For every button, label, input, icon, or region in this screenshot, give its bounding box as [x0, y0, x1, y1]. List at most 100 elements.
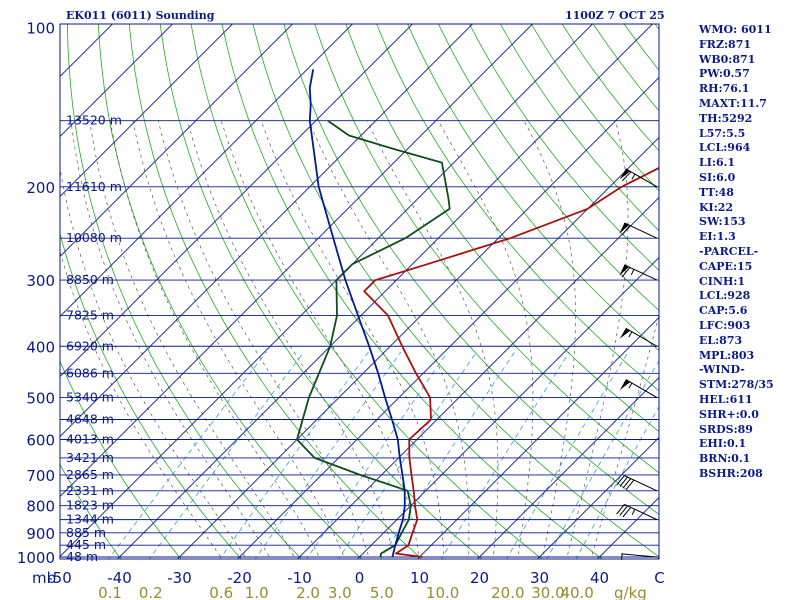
isotherm — [176, 76, 659, 559]
index-item: SW:153 — [699, 215, 746, 229]
index-item: LI:6.1 — [699, 156, 736, 170]
isotherm — [416, 316, 659, 559]
isotherm — [356, 256, 659, 559]
index-item: STM:278/35 — [699, 378, 774, 392]
sounding-series — [296, 69, 659, 558]
mixing-ratio-line — [546, 359, 659, 559]
temperature-tick-label: 0 — [355, 569, 365, 587]
pressure-tick-label: 900 — [26, 525, 55, 543]
barb-half-flag — [628, 382, 633, 389]
index-item: BRN:0.1 — [699, 452, 751, 466]
mixing-ratio-line — [380, 351, 515, 559]
pressure-unit-label: mb — [32, 569, 56, 587]
index-item: CAPE:15 — [699, 259, 753, 273]
height-label: 1823 m — [66, 498, 114, 513]
barb-staff — [624, 222, 658, 239]
index-item: EHI:0.1 — [699, 437, 747, 451]
pressure-tick-label: 600 — [26, 432, 55, 450]
index-item: LFC:903 — [699, 318, 751, 332]
mixing-ratio-line — [219, 351, 369, 559]
barb-pennant — [619, 379, 631, 390]
height-label: 885 m — [66, 525, 106, 540]
index-item: -PARCEL- — [699, 244, 759, 258]
barb-flag — [622, 507, 632, 518]
mixing-ratio-label: 0.2 — [139, 584, 163, 600]
pressure-tick-label: 1000 — [17, 549, 55, 567]
index-item: -WIND- — [699, 363, 745, 377]
temperature-tick-label: 40 — [590, 569, 609, 587]
isotherm — [476, 376, 659, 559]
temperature-tick-label: C — [654, 569, 664, 587]
index-item: LCL:964 — [699, 141, 751, 155]
mixing-ratio-line — [441, 351, 570, 559]
barb-flag — [619, 476, 628, 488]
index-item: WB0:871 — [699, 52, 756, 66]
barb-flag — [619, 505, 628, 516]
temperature-tick-label: -50 — [47, 569, 72, 587]
height-label: 11610 m — [66, 179, 122, 194]
barb-flag — [625, 479, 635, 490]
barb-half-flag — [631, 173, 636, 180]
isotherm — [0, 3, 13, 568]
pressure-tick-label: 800 — [26, 498, 55, 516]
barb-flag — [622, 478, 632, 489]
index-item: CAP:5.6 — [699, 304, 748, 318]
mixing-ratio-label: 2.0 — [296, 584, 320, 600]
mixing-ratio-label: 3.0 — [328, 584, 352, 600]
index-item: SRDS:89 — [699, 422, 753, 436]
pressure-tick-label: 100 — [26, 19, 55, 37]
mixing-ratio-line — [306, 351, 448, 559]
index-item: HEL:611 — [699, 392, 753, 406]
wind-barb — [619, 168, 658, 188]
isotherm — [60, 24, 234, 198]
wind-barb — [619, 264, 658, 281]
pressure-tick-label: 300 — [26, 272, 55, 290]
barb-pennant — [619, 264, 629, 276]
height-label: 8850 m — [66, 272, 114, 287]
mixing-ratio-line — [148, 351, 305, 559]
pressure-tick-label: 400 — [26, 338, 55, 356]
pressure-tick-label: 200 — [26, 179, 55, 197]
chart-title-time: 1100Z 7 OCT 25 — [565, 9, 665, 22]
height-label: 3421 m — [66, 450, 114, 465]
barb-staff — [625, 327, 658, 347]
height-label: 2865 m — [66, 467, 114, 482]
stability-indices-panel: WMO: 6011 FRZ:871 WB0:871 PW:0.57 RH:76.1 MAX… — [699, 23, 799, 482]
index-item: PW:0.57 — [699, 67, 750, 81]
index-item: L57:5.5 — [699, 126, 746, 140]
barb-half-flag — [628, 331, 633, 338]
barb-half-flag — [631, 509, 636, 515]
mixing-ratio-line — [254, 351, 402, 559]
height-label: 445 m — [66, 537, 106, 552]
wind-barb — [619, 222, 658, 239]
barb-pennant — [619, 328, 631, 339]
mixing-ratio-label: 40.0 — [560, 584, 593, 600]
isotherm — [60, 24, 534, 498]
index-item: LCL:928 — [699, 289, 751, 303]
temperature-line — [363, 166, 659, 558]
index-item: CINH:1 — [699, 274, 746, 288]
height-label: 2331 m — [66, 483, 114, 498]
index-item: SHR+:0.0 — [699, 407, 759, 421]
mixing-ratio-label: 30.0 — [531, 584, 564, 600]
index-item: EI:1.3 — [699, 230, 736, 244]
barb-half-flag — [630, 269, 635, 275]
wind-barbs — [616, 168, 658, 560]
height-label: 6920 m — [66, 338, 114, 353]
barb-flag — [616, 475, 625, 486]
wind-barb — [619, 327, 658, 347]
height-label: 10080 m — [66, 230, 122, 245]
mixing-ratio-label: 5.0 — [370, 584, 394, 600]
isotherm — [60, 24, 174, 138]
barb-pennant — [619, 168, 631, 180]
mixing-ratio-line — [108, 351, 267, 559]
temperature-tick-label: -10 — [287, 569, 312, 587]
wind-barb — [616, 503, 658, 521]
barb-staff — [624, 503, 658, 521]
isotherm — [116, 24, 654, 559]
temperature-tick-label: 10 — [410, 569, 429, 587]
mixing-ratio-label: 20.0 — [491, 584, 524, 600]
isotherm — [60, 24, 414, 378]
barb-flag — [621, 267, 631, 278]
